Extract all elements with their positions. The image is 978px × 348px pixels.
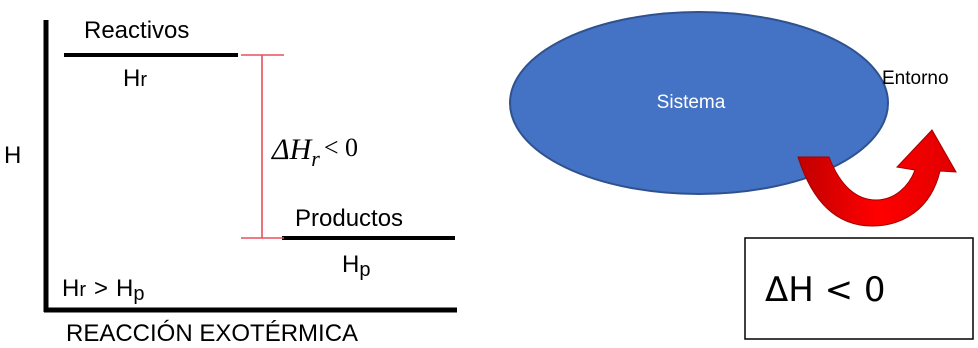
system-label: Sistema (657, 92, 726, 113)
system-diagram: Sistema Entorno ΔH < 0 (509, 11, 974, 340)
delta-h-sub: r (311, 146, 320, 171)
enthalpy-diagram: H Reactivos Hr Productos Hp ΔHr < 0 Hr > Hp… (4, 17, 457, 347)
products-symbol: Hp (342, 251, 370, 281)
products-symbol-sub: p (359, 259, 370, 281)
comparison-left-main: H (62, 275, 79, 302)
comparison-right-sub: p (133, 283, 144, 305)
comparison-operator: > (94, 275, 108, 302)
diagram-caption: REACCIÓN EXOTÉRMICA (66, 320, 358, 347)
delta-bracket (241, 54, 284, 239)
heat-flow-arrow-icon (797, 129, 957, 227)
reactants-label: Reactivos (84, 17, 189, 44)
enthalpy-box (744, 237, 974, 340)
products-symbol-main: H (342, 251, 359, 278)
delta-h-relation: < 0 (324, 133, 358, 162)
delta-h-symbol: ΔH (271, 133, 314, 166)
reactants-symbol-main: H (123, 65, 140, 92)
reactants-symbol-sub: r (140, 69, 147, 91)
delta-h-label: ΔHr < 0 (271, 133, 358, 171)
axis-label-h: H (4, 142, 21, 169)
reactants-symbol: Hr (123, 65, 147, 92)
comparison-left-sub: r (79, 279, 86, 301)
surroundings-label: Entorno (882, 68, 949, 89)
comparison-right-main: H (116, 275, 133, 302)
products-label: Productos (295, 205, 403, 232)
enthalpy-box-text: ΔH < 0 (765, 270, 886, 310)
enthalpy-comparison: Hr > Hp (62, 275, 145, 305)
system-ellipse (509, 11, 889, 195)
